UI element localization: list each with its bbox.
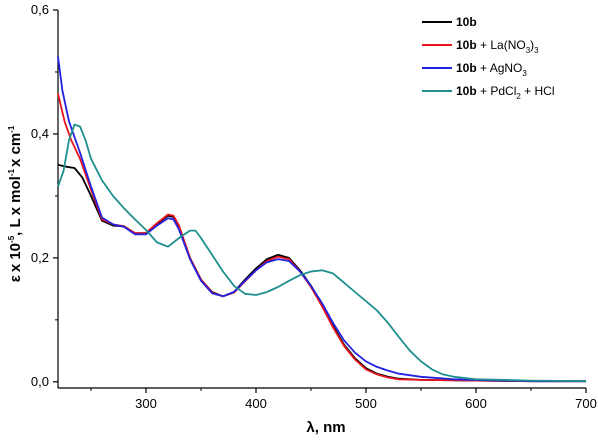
legend-label-subscript: 2 xyxy=(516,92,521,101)
legend-label-subscript: 3 xyxy=(526,46,531,55)
y-tick-label: 0,4 xyxy=(31,126,49,141)
x-tick-label: 600 xyxy=(465,396,487,411)
x-tick-label: 700 xyxy=(575,396,597,411)
y-title-exp2: -1 xyxy=(7,168,16,176)
legend-label-bold: 10b xyxy=(456,15,477,29)
legend-label: 10b + La(NO3)3 xyxy=(456,38,539,55)
legend-label-tail: ) xyxy=(530,38,534,52)
series-line-3 xyxy=(57,56,586,383)
legend-label-subscript: 3 xyxy=(522,69,527,78)
y-title-part3: , L xyxy=(7,218,24,236)
series-line-4 xyxy=(57,123,587,383)
legend-label-text: + AgNO xyxy=(477,61,523,75)
legend-label: 10b xyxy=(456,15,477,29)
x-axis-ticks: 300 400 500 600 700 xyxy=(90,388,597,411)
x-axis-title: λ, nm xyxy=(306,419,345,436)
y-tick-label: 0,6 xyxy=(31,2,49,17)
y-axis-title: εx 10-5, Lx mol-1x cm-1 xyxy=(7,125,24,282)
y-title-exp1: -5 xyxy=(7,235,16,243)
series-lines xyxy=(57,56,587,383)
x-tick-label: 300 xyxy=(135,396,157,411)
x-tick-label: 500 xyxy=(355,396,377,411)
y-title-part5: x cm xyxy=(7,133,24,167)
legend-label-text: + PdCl xyxy=(477,84,517,98)
legend-label-bold: 10b xyxy=(456,84,477,98)
series-line-1 xyxy=(57,164,586,383)
y-title-exp3: -1 xyxy=(7,125,16,133)
y-title-part2: x 10 xyxy=(7,243,24,272)
legend-label-tail: + HCl xyxy=(521,84,555,98)
legend-label-bold: 10b xyxy=(456,38,477,52)
x-tick-label: 400 xyxy=(245,396,267,411)
legend-label-subscript: 3 xyxy=(534,46,539,55)
legend-label-text: + La(NO xyxy=(477,38,526,52)
y-tick-label: 0,0 xyxy=(31,374,49,389)
legend-label: 10b + AgNO3 xyxy=(456,61,527,78)
series-line-2 xyxy=(57,93,586,383)
y-title-part1: ε xyxy=(7,275,24,282)
legend-label-bold: 10b xyxy=(456,61,477,75)
y-tick-label: 0,2 xyxy=(31,250,49,265)
y-title-part4: x mol xyxy=(7,176,24,215)
legend-label: 10b + PdCl2 + HCl xyxy=(456,84,555,101)
y-axis-ticks: 0,0 0,2 0,4 0,6 xyxy=(31,2,58,389)
